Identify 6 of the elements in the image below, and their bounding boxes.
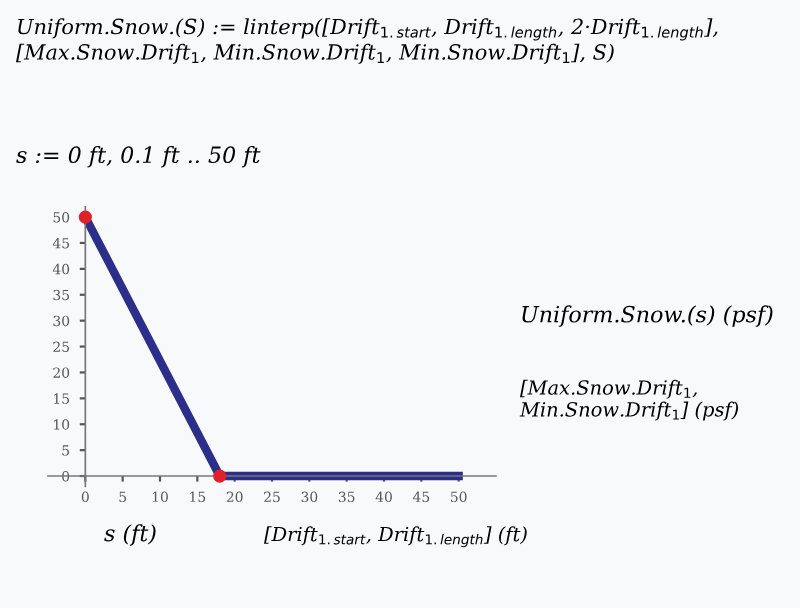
y-axis-title: Uniform.Snow.(s) (psf) <box>522 305 773 327</box>
chart-title: Uniform.Snow.(S) := linterp([Drift$_{1.start}$, Drift$_{1.length}$, 2·Drift$_{1.length}$], [Max.Snow.Drift$_{1}$, Min.Snow.Drift$_{1}$, Min.Snow.Drift$_{1}$], S) <box>16 18 718 64</box>
text: [Max.Snow.Drift$_{1}$, Min.Snow.Drift$_{1}$] (psf) <box>519 379 739 421</box>
text: [Drift$_{1.start}$, Drift$_{1.length}$] (ft) <box>264 526 527 548</box>
chart-subtitle: s := 0 ft, 0.1 ft .. 50 ft <box>16 145 261 168</box>
x-axis-title: s (ft) <box>104 524 156 546</box>
